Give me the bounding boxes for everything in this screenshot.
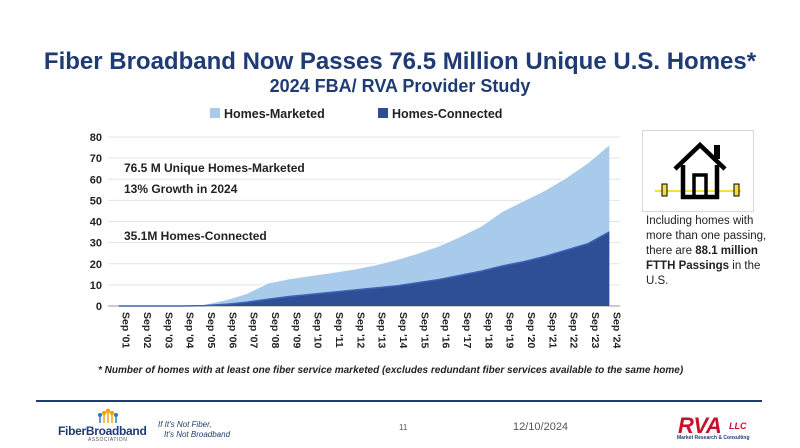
x-tick-label: Sep '23: [589, 312, 601, 349]
rva-subtitle: Market Research & Consulting: [677, 435, 750, 441]
fiber-broadband-logo-icon: [97, 408, 119, 423]
x-tick-label: Sep '18: [482, 312, 494, 349]
x-tick-label: Sep '22: [568, 312, 580, 349]
x-tick-label: Sep '11: [333, 312, 345, 348]
slide-title: Fiber Broadband Now Passes 76.5 Million …: [43, 48, 757, 75]
legend-label: Homes-Connected: [392, 107, 502, 121]
area-homes-marketed: [118, 144, 610, 306]
y-tick-label: 60: [90, 174, 102, 186]
side-note: Including homes with more than one passi…: [646, 214, 776, 289]
x-tick-label: Sep '12: [354, 312, 366, 349]
y-tick-label: 20: [90, 259, 102, 271]
x-tick-label: Sep '03: [162, 312, 174, 349]
chart-annotation: 76.5 M Unique Homes-Marketed: [124, 161, 305, 175]
fba-logo-text: FiberBroadband: [58, 424, 147, 438]
page-number: 11: [399, 423, 408, 432]
slide-date: 12/10/2024: [513, 421, 569, 433]
side-note-text: Including homes with more than one passi…: [646, 215, 767, 257]
x-tick-label: Sep '24: [610, 312, 622, 349]
y-tick-label: 0: [96, 301, 102, 313]
house-icon-box: [642, 130, 754, 212]
chart-annotation: 35.1M Homes-Connected: [124, 229, 267, 243]
footnote: * Number of homes with at least one fibe…: [98, 365, 684, 376]
x-tick-label: Sep '06: [226, 312, 238, 349]
x-tick-label: Sep '21: [546, 312, 558, 349]
x-tick-label: Sep '09: [290, 312, 302, 349]
x-tick-label: Sep '20: [525, 312, 537, 349]
area-homes-connected-edge: [118, 231, 610, 307]
x-tick-label: Sep '13: [376, 312, 388, 349]
legend-swatch: [210, 108, 220, 118]
fba-logo-sub: ASSOCIATION: [88, 437, 128, 443]
slide-subtitle: 2024 FBA/ RVA Provider Study: [269, 76, 531, 96]
x-tick-label: Sep '10: [312, 312, 324, 349]
x-tick-label: Sep '16: [440, 312, 452, 349]
footer-divider: [36, 400, 762, 402]
x-tick-label: Sep '17: [461, 312, 473, 349]
x-tick-label: Sep '05: [205, 312, 217, 349]
rva-llc: LLC: [729, 421, 747, 431]
legend-swatch: [378, 108, 388, 118]
y-tick-label: 80: [90, 132, 102, 144]
y-tick-label: 10: [90, 280, 102, 292]
y-tick-label: 70: [90, 153, 102, 165]
y-tick-label: 30: [90, 238, 102, 250]
area-homes-connected: [118, 231, 610, 306]
tagline: If It's Not Fiber, It's Not Broadband: [158, 420, 230, 440]
x-tick-label: Sep '04: [184, 312, 196, 349]
side-note-tail: in the U.S.: [646, 260, 761, 287]
y-tick-label: 40: [90, 217, 102, 229]
x-tick-label: Sep '01: [120, 312, 132, 349]
tagline-line-2: It's Not Broadband: [164, 430, 231, 439]
y-tick-label: 50: [90, 195, 102, 207]
legend-label: Homes-Marketed: [224, 107, 325, 121]
side-note-highlight: 88.1 million FTTH Passings: [646, 245, 758, 272]
x-tick-label: Sep '19: [504, 312, 516, 349]
x-tick-label: Sep '02: [141, 312, 153, 349]
x-tick-label: Sep '07: [248, 312, 260, 349]
x-tick-label: Sep '14: [397, 312, 409, 349]
tagline-line-1: If It's Not Fiber,: [158, 420, 212, 429]
x-tick-label: Sep '15: [418, 312, 430, 349]
house-icon: [655, 141, 741, 200]
area-homes-marketed-edge: [118, 143, 610, 307]
chart-annotation: 13% Growth in 2024: [124, 182, 238, 196]
rva-logo: RVA: [678, 413, 722, 438]
x-tick-label: Sep '08: [269, 312, 281, 349]
